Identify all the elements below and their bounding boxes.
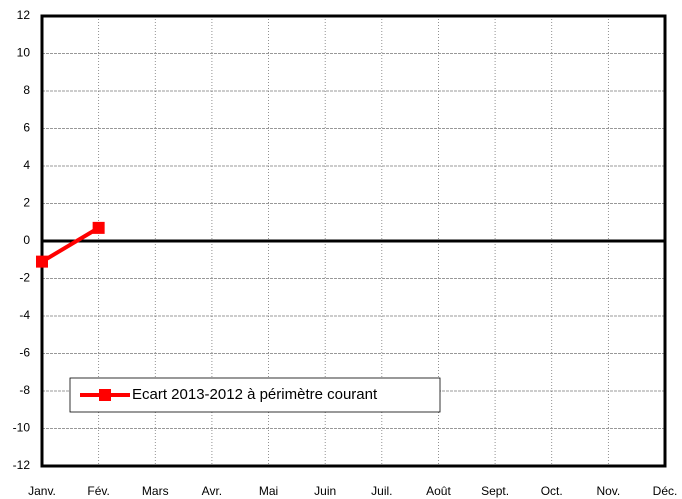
x-tick-label: Déc.	[653, 484, 678, 498]
x-tick-label: Juin	[314, 484, 336, 498]
legend-label: Ecart 2013-2012 à périmètre courant	[132, 386, 378, 403]
x-tick-label: Juil.	[371, 484, 392, 498]
x-tick-label: Fév.	[87, 484, 109, 498]
y-tick-label: 0	[23, 233, 30, 247]
x-tick-label: Août	[426, 484, 451, 498]
plot-frame	[40, 14, 667, 468]
y-tick-label: -10	[13, 421, 31, 435]
y-tick-label: 6	[23, 121, 30, 135]
point-marker	[92, 221, 105, 234]
series-line	[40, 226, 100, 264]
x-tick-label: Nov.	[596, 484, 620, 498]
x-tick-label: Sept.	[481, 484, 509, 498]
x-tick-label: Mai	[259, 484, 278, 498]
y-tick-label: -8	[19, 383, 30, 397]
legend-marker	[99, 389, 111, 401]
y-tick-label: 8	[23, 83, 30, 97]
x-tick-label: Oct.	[541, 484, 563, 498]
x-tick-label: Avr.	[202, 484, 222, 498]
y-tick-label: -4	[19, 308, 30, 322]
x-tick-label: Mars	[142, 484, 169, 498]
y-tick-label: 2	[23, 196, 30, 210]
y-tick-label: -12	[13, 458, 31, 472]
y-tick-label: -2	[19, 271, 30, 285]
y-tick-label: 4	[23, 158, 30, 172]
y-tick-label: 12	[17, 8, 31, 22]
y-tick-label: -6	[19, 346, 30, 360]
legend-box	[69, 377, 441, 413]
point-marker	[36, 255, 48, 268]
y-tick-label: 10	[17, 46, 31, 60]
x-tick-label: Janv.	[28, 484, 56, 498]
